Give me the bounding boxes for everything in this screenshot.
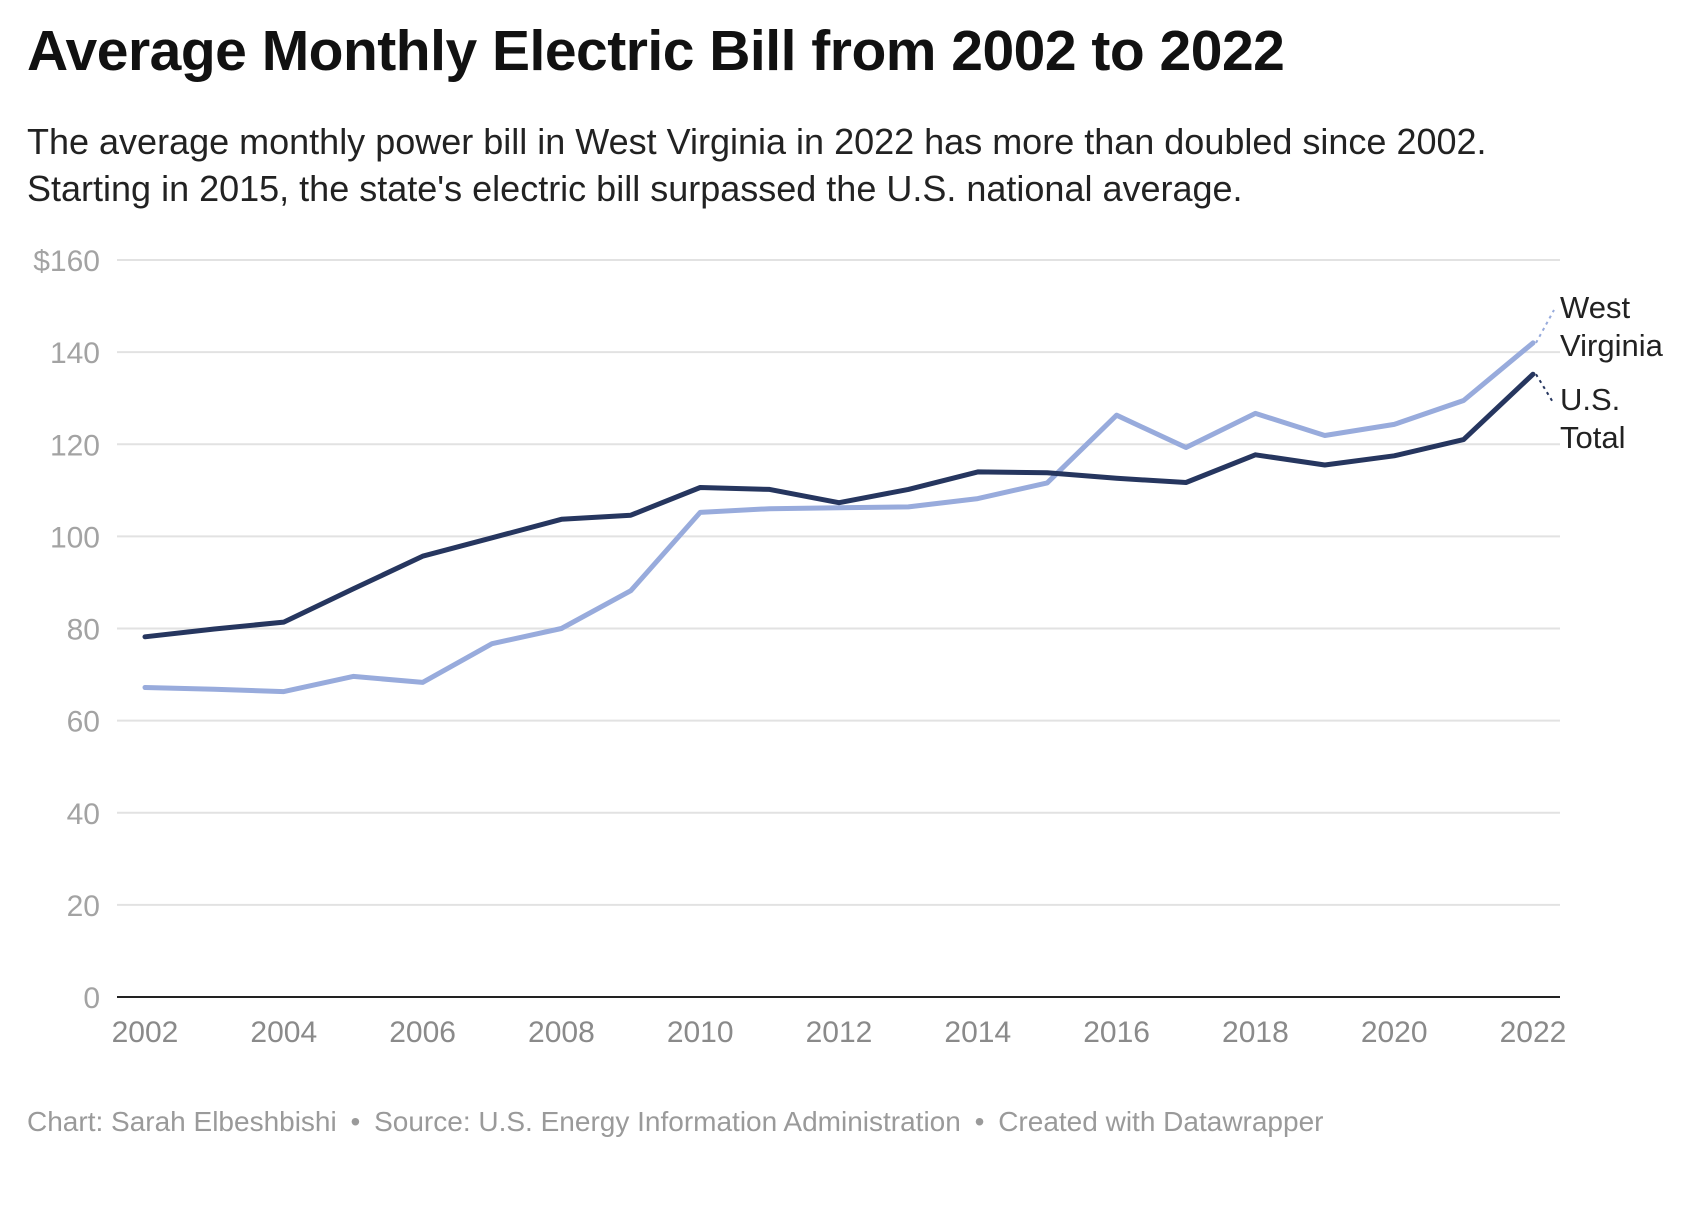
tool-text: Created with Datawrapper	[998, 1106, 1324, 1137]
y-tick-label: 20	[67, 890, 100, 923]
x-tick-label: 2010	[667, 1016, 734, 1049]
y-tick-label: 60	[67, 706, 100, 739]
series-lines	[142, 340, 1536, 695]
x-tick-label: 2020	[1361, 1016, 1428, 1049]
subtitle-line: The average monthly power bill in West V…	[27, 121, 1487, 162]
y-tick-label: 120	[50, 429, 100, 462]
series-line-u-s-total	[142, 371, 1536, 640]
y-tick-label: $160	[33, 245, 100, 278]
series-label: Total	[1560, 420, 1625, 455]
y-axis-ticks: $160 140 120 100 80 60 40 20 0	[33, 245, 100, 1015]
chart-subtitle: The average monthly power bill in West V…	[27, 118, 1667, 212]
footer-separator: •	[974, 1106, 985, 1137]
y-tick-label: 80	[67, 614, 100, 647]
y-tick-label: 100	[50, 521, 100, 554]
x-axis-ticks: 2002 2004 2006 2008 2010 2012 2014 2016 2018 2020…	[112, 1016, 1567, 1049]
x-tick-label: 2002	[112, 1016, 179, 1049]
credit-text: Chart: Sarah Elbeshbishi	[27, 1106, 337, 1137]
chart-title: Average Monthly Electric Bill from 2002 …	[27, 19, 1285, 83]
x-tick-label: 2004	[250, 1016, 317, 1049]
label-connector	[1535, 309, 1555, 344]
x-tick-label: 2022	[1500, 1016, 1567, 1049]
x-tick-label: 2016	[1083, 1016, 1150, 1049]
x-tick-label: 2006	[389, 1016, 456, 1049]
y-tick-label: 40	[67, 798, 100, 831]
series-label: West	[1560, 290, 1630, 325]
series-line-west-virginia	[142, 340, 1536, 695]
label-connector	[1535, 373, 1555, 405]
footer-separator: •	[350, 1106, 361, 1137]
gridlines	[117, 259, 1560, 906]
x-tick-label: 2018	[1222, 1016, 1289, 1049]
subtitle-line: Starting in 2015, the state's electric b…	[27, 168, 1243, 209]
y-tick-label: 0	[83, 982, 100, 1015]
y-tick-label: 140	[50, 337, 100, 370]
series-label: U.S.	[1560, 382, 1620, 417]
chart-footer: Chart: Sarah Elbeshbishi • Source: U.S. …	[27, 1106, 1323, 1138]
source-text: Source: U.S. Energy Information Administ…	[374, 1106, 961, 1137]
series-label: Virginia	[1560, 328, 1664, 363]
x-tick-label: 2014	[944, 1016, 1011, 1049]
x-tick-label: 2008	[528, 1016, 595, 1049]
x-tick-label: 2012	[806, 1016, 873, 1049]
